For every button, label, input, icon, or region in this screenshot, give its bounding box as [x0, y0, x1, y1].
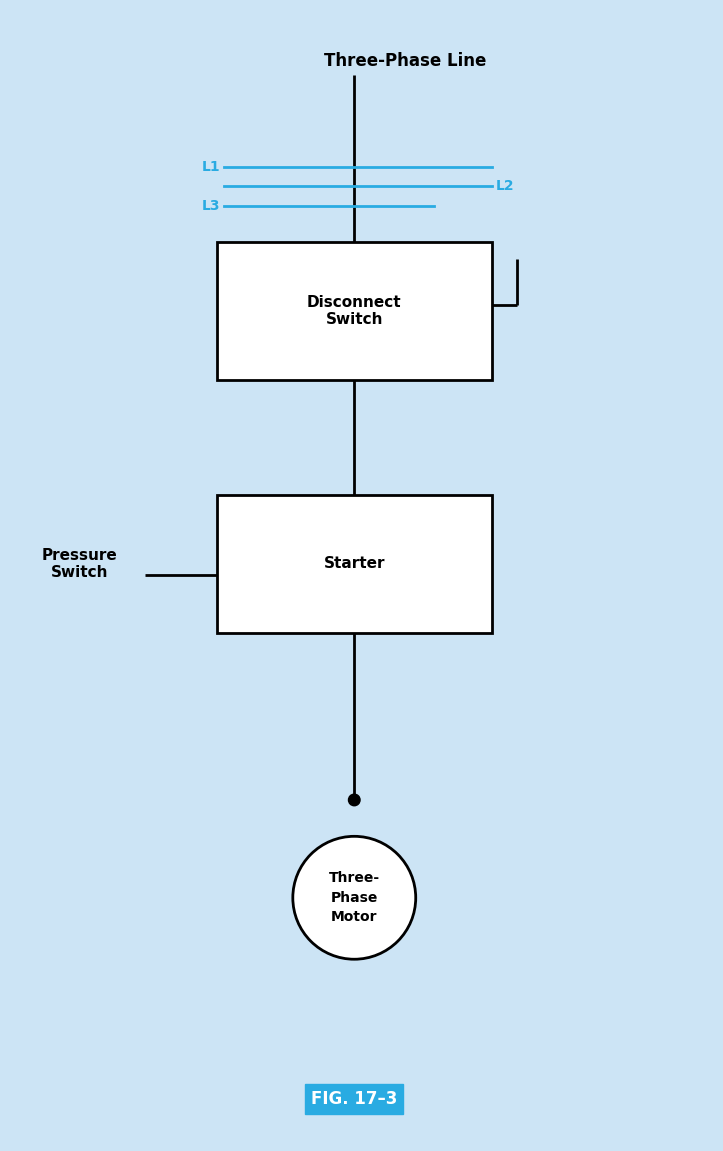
Ellipse shape — [348, 794, 360, 806]
Text: Three-
Phase
Motor: Three- Phase Motor — [329, 871, 380, 924]
Text: Three-Phase Line: Three-Phase Line — [324, 52, 486, 70]
Ellipse shape — [293, 837, 416, 959]
Text: L3: L3 — [202, 199, 221, 213]
Text: FIG. 17–3: FIG. 17–3 — [311, 1090, 398, 1108]
Text: L1: L1 — [202, 160, 221, 174]
Text: L2: L2 — [495, 180, 514, 193]
FancyBboxPatch shape — [217, 495, 492, 633]
Text: Disconnect
Switch: Disconnect Switch — [307, 295, 401, 327]
Text: Pressure
Switch: Pressure Switch — [42, 548, 117, 580]
FancyBboxPatch shape — [217, 242, 492, 380]
Text: Starter: Starter — [323, 556, 385, 572]
